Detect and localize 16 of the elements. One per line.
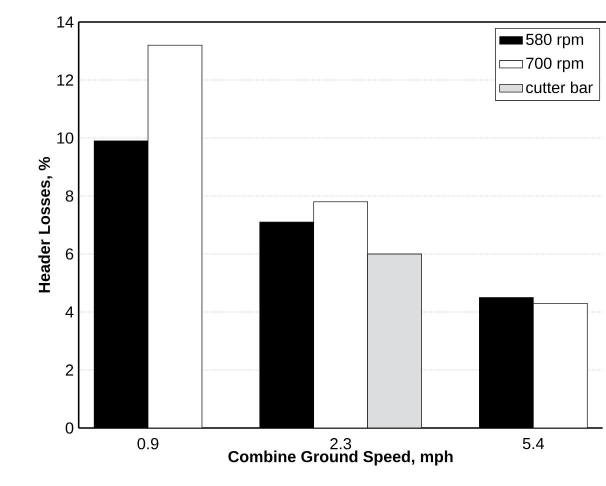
y-tick-label: 0 bbox=[66, 422, 74, 434]
y-tick-label: 2 bbox=[66, 364, 74, 376]
y-tick-label: 4 bbox=[65, 306, 74, 318]
x-tick-label: 5.4 bbox=[522, 438, 544, 450]
y-tick-label: 6 bbox=[66, 248, 74, 260]
y-tick-label: 12 bbox=[57, 74, 74, 86]
legend-label: cutter bar bbox=[526, 81, 593, 94]
y-tick-label: 14 bbox=[57, 16, 74, 28]
y-tick-label: 8 bbox=[66, 190, 74, 202]
x-tick-label: 0.9 bbox=[138, 438, 158, 450]
legend-label: 700 rpm bbox=[526, 58, 584, 72]
x-tick-label: 2.3 bbox=[330, 438, 352, 450]
y-tick-label: 10 bbox=[57, 132, 74, 144]
y-axis-title: Header Losses, % bbox=[38, 156, 52, 292]
x-axis-title: Combine Ground Speed, mph bbox=[228, 450, 453, 466]
legend-label: 580 rpm bbox=[526, 34, 584, 48]
